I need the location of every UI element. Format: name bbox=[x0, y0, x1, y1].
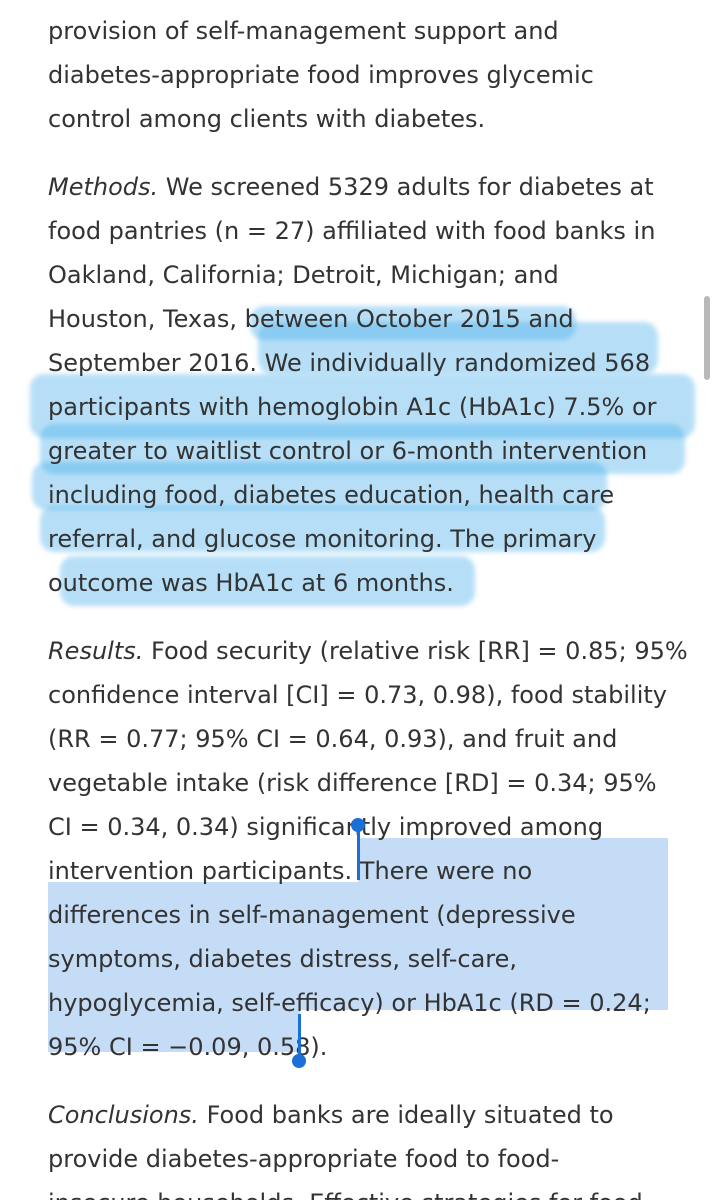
highlight-stroke bbox=[40, 506, 605, 552]
methods-line: Oakland, California; Detroit, Michigan; … bbox=[48, 261, 559, 289]
highlight-stroke bbox=[40, 424, 685, 474]
abstract-line: control among clients with diabetes. bbox=[48, 105, 486, 133]
methods-line: food pantries (n = 27) affiliated with f… bbox=[48, 217, 656, 245]
text-selection bbox=[48, 970, 668, 1010]
text-selection bbox=[358, 838, 668, 882]
abstract-line: provision of self-management support and bbox=[48, 17, 559, 45]
selection-start-caret[interactable] bbox=[357, 828, 360, 880]
highlight-stroke bbox=[32, 462, 607, 510]
methods-line: referral, and glucose monitoring. The pr… bbox=[48, 525, 597, 553]
results-line: confidence interval [CI] = 0.73, 0.98), … bbox=[48, 681, 667, 709]
methods-line: September 2016. We individually randomiz… bbox=[48, 349, 651, 377]
conclusions-line: Conclusions. Food banks are ideally situ… bbox=[48, 1100, 614, 1130]
results-line: vegetable intake (risk difference [RD] =… bbox=[48, 769, 657, 797]
highlight-stroke bbox=[30, 374, 695, 438]
methods-line: greater to waitlist control or 6-month i… bbox=[48, 437, 648, 465]
text-selection bbox=[48, 882, 668, 926]
selection-end-caret[interactable] bbox=[298, 1014, 301, 1058]
conclusions-line: provide diabetes-appropriate food to foo… bbox=[48, 1145, 560, 1173]
methods-label: Methods. bbox=[48, 173, 159, 201]
results-line: 95% CI = −0.09, 0.58). bbox=[48, 1033, 328, 1061]
results-line: intervention participants. There were no bbox=[48, 857, 533, 885]
results-label: Results. bbox=[48, 637, 144, 665]
text-selection bbox=[48, 926, 668, 970]
abstract-line: diabetes-appropriate food improves glyce… bbox=[48, 61, 594, 89]
conclusions-line: insecure households. Effective strategie… bbox=[48, 1188, 643, 1200]
methods-line: outcome was HbA1c at 6 months. bbox=[48, 569, 454, 597]
scrollbar-thumb[interactable] bbox=[704, 296, 710, 380]
conclusions-text: Food banks are ideally situated to bbox=[198, 1101, 614, 1129]
methods-line: Methods. We screened 5329 adults for dia… bbox=[48, 172, 654, 202]
results-text: Food security (relative risk [RR] = 0.85… bbox=[143, 637, 688, 665]
methods-text: We screened 5329 adults for diabetes at bbox=[158, 173, 654, 201]
results-line: symptoms, diabetes distress, self-care, bbox=[48, 945, 518, 973]
highlight-stroke bbox=[60, 556, 475, 606]
methods-line: including food, diabetes education, heal… bbox=[48, 481, 615, 509]
results-line: Results. Food security (relative risk [R… bbox=[48, 636, 688, 666]
results-line: CI = 0.34, 0.34) significantly improved … bbox=[48, 813, 604, 841]
conclusions-label: Conclusions. bbox=[48, 1101, 199, 1129]
methods-line: participants with hemoglobin A1c (HbA1c)… bbox=[48, 393, 657, 421]
highlight-stroke bbox=[250, 306, 576, 340]
text-selection bbox=[48, 1010, 300, 1052]
results-line: differences in self-management (depressi… bbox=[48, 901, 576, 929]
highlight-stroke bbox=[258, 322, 658, 374]
results-line: (RR = 0.77; 95% CI = 0.64, 0.93), and fr… bbox=[48, 725, 618, 753]
results-line: hypoglycemia, self-efficacy) or HbA1c (R… bbox=[48, 989, 651, 1017]
selection-start-handle[interactable] bbox=[351, 818, 365, 832]
methods-line: Houston, Texas, between October 2015 and bbox=[48, 305, 574, 333]
selection-end-handle[interactable] bbox=[292, 1054, 306, 1068]
